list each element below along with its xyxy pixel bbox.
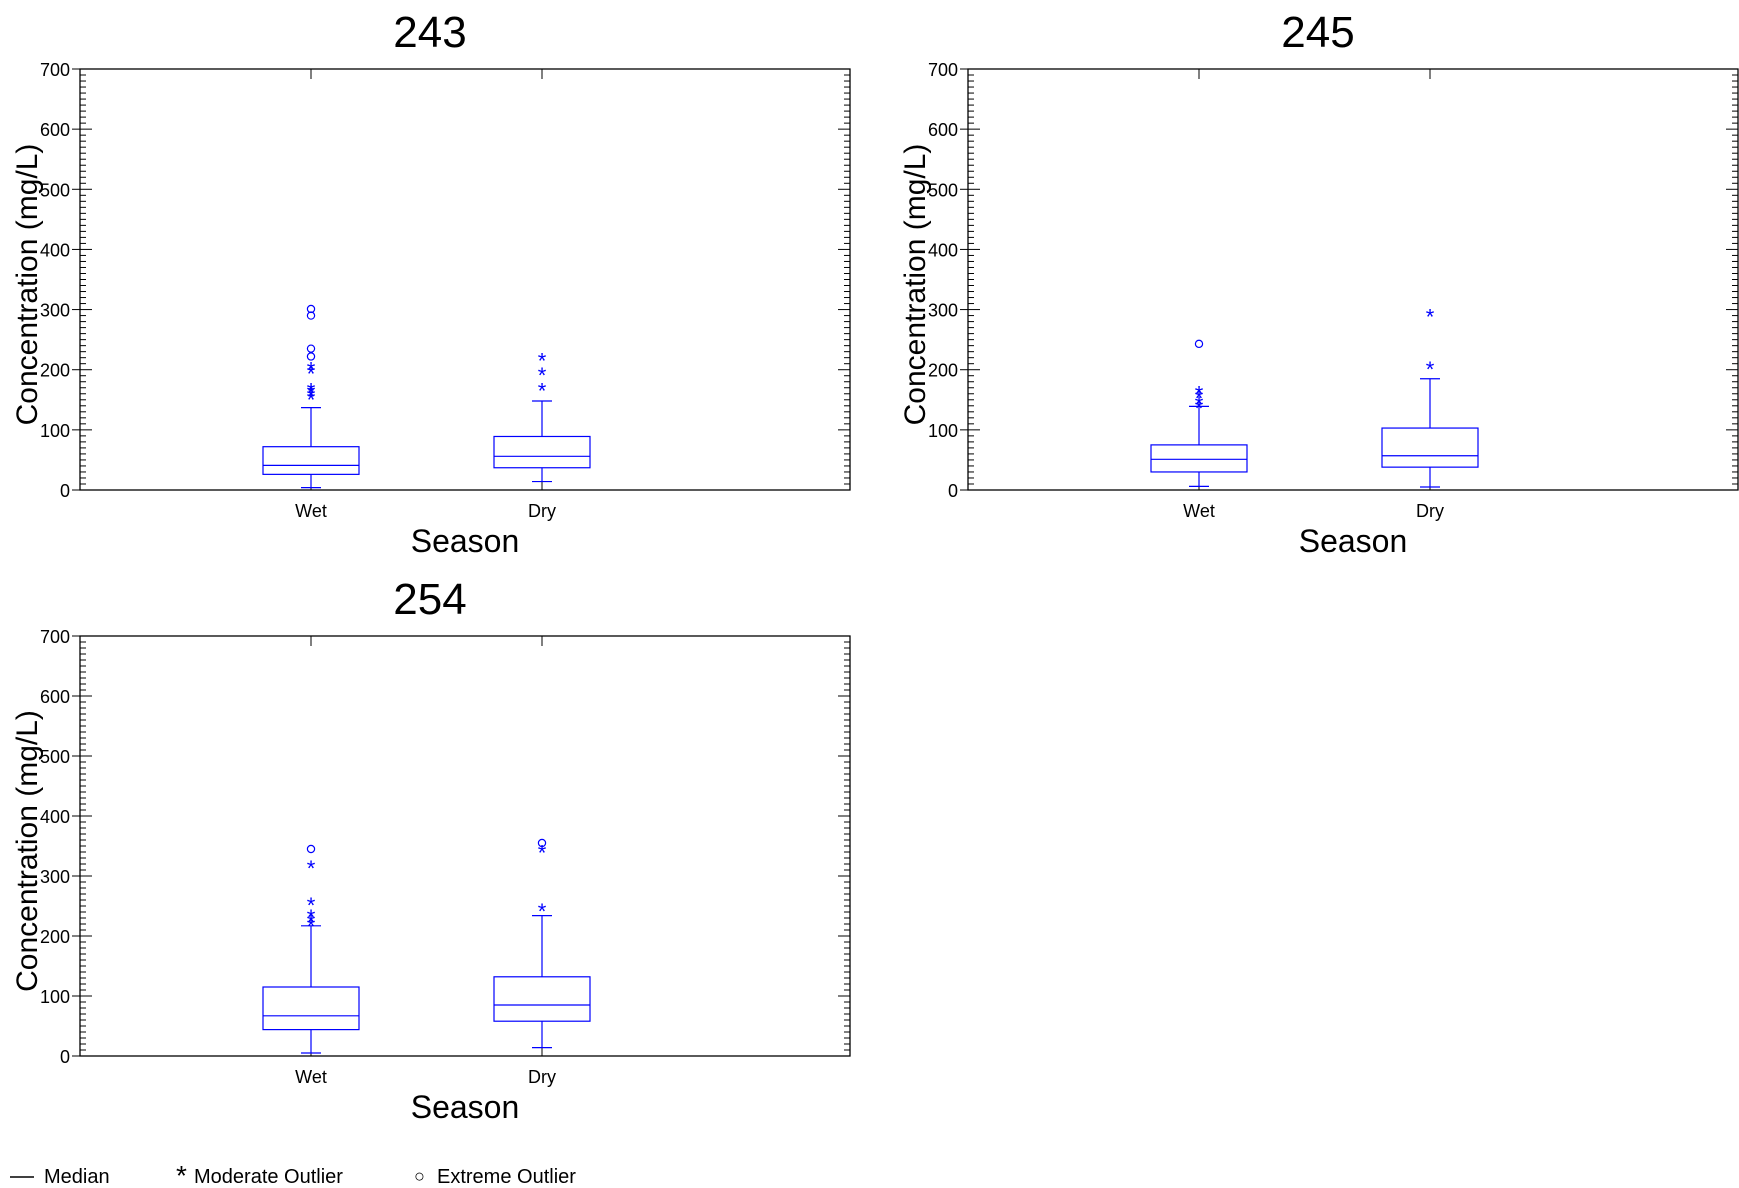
y-tick-label: 0 [948, 481, 958, 501]
y-tick-label: 200 [40, 927, 70, 947]
extreme-outlier [306, 352, 316, 361]
y-tick-label: 700 [928, 60, 958, 80]
moderate-outlier: * [307, 379, 316, 404]
moderate-outlier: * [307, 905, 316, 930]
box-wet: Wet **** [1150, 69, 1248, 521]
x-axis-label: Season [411, 523, 520, 559]
y-tick-label: 100 [928, 421, 958, 441]
y-tick-label: 700 [40, 60, 70, 80]
chart-panels: 243 0 100 200 300 400 500 600 700 Concentration (… [11, 8, 1739, 1125]
y-tick-label: 600 [40, 120, 70, 140]
x-tick-label: Wet [1183, 501, 1215, 521]
extreme-outlier [306, 344, 316, 353]
y-tick-label: 400 [928, 240, 958, 260]
moderate-outlier: * [307, 914, 316, 939]
y-tick-label: 200 [928, 361, 958, 381]
extreme-outlier [1194, 339, 1204, 349]
legend-extreme-symbol: ○ [414, 1166, 425, 1186]
y-tick-label: 0 [60, 1047, 70, 1067]
legend-extreme-label: Extreme Outlier [437, 1166, 576, 1188]
moderate-outlier: * [307, 362, 316, 387]
plot-frame [79, 635, 851, 1057]
chart-panel-243: 243 0 100 200 300 400 500 600 700 Concentration (… [11, 8, 851, 559]
y-tick-label: 100 [40, 421, 70, 441]
y-tick-label: 300 [40, 301, 70, 321]
y-tick-label: 400 [40, 807, 70, 827]
y-tick-label: 400 [40, 240, 70, 260]
box-iqr [262, 986, 360, 1031]
moderate-outlier: * [307, 381, 316, 406]
x-tick-label: Wet [295, 501, 327, 521]
moderate-outlier: * [307, 893, 316, 918]
moderate-outlier: * [1195, 392, 1204, 417]
moderate-outlier: * [1195, 382, 1204, 407]
y-axis-label: Concentration (mg/L) [899, 144, 932, 426]
y-tick-label: 500 [40, 747, 70, 767]
box-wet: Wet****** [262, 69, 360, 521]
extreme-outlier [306, 304, 316, 314]
box-wet: Wet***** [262, 636, 360, 1087]
moderate-outlier: * [1426, 305, 1435, 330]
plot-frame [967, 68, 1739, 491]
legend: Median * Moderate Outlier ○ Extreme Outl… [10, 1160, 576, 1188]
box-dry: Dry*** [493, 69, 591, 521]
y-tick-label: 700 [40, 627, 70, 647]
y-tick-label: 600 [40, 687, 70, 707]
x-tick-label: Dry [1416, 501, 1444, 521]
moderate-outlier: * [307, 910, 316, 935]
y-tick-label: 600 [928, 120, 958, 140]
extreme-outlier [306, 844, 316, 854]
extreme-outlier [537, 838, 547, 848]
moderate-outlier: * [307, 358, 316, 383]
x-axis-label: Season [411, 1089, 520, 1125]
chart-panel-254: 254 0 100 200 300 400 500 600 700 Concentration (… [11, 575, 851, 1125]
box-dry: Dry * * [493, 636, 591, 1087]
y-tick-label: 300 [928, 301, 958, 321]
y-tick-label: 500 [928, 180, 958, 200]
chart-panel-245: 245 0 100 200 300 400 500 600 700 Concentration (… [899, 8, 1739, 559]
x-tick-label: Wet [295, 1067, 327, 1087]
x-tick-label: Dry [528, 1067, 556, 1087]
box-iqr [1381, 427, 1479, 468]
y-tick-label: 200 [40, 361, 70, 381]
moderate-outlier: * [1426, 357, 1435, 382]
y-tick-label: 500 [40, 180, 70, 200]
panel-title: 245 [1281, 8, 1354, 57]
panel-title: 243 [393, 8, 466, 57]
y-axis-label: Concentration (mg/L) [11, 710, 44, 992]
moderate-outlier: * [307, 856, 316, 881]
box-iqr [493, 976, 591, 1022]
moderate-outlier: * [538, 363, 547, 388]
box-iqr [1150, 444, 1248, 473]
moderate-outlier: * [307, 385, 316, 410]
y-tick-label: 300 [40, 867, 70, 887]
y-axis-label: Concentration (mg/L) [11, 144, 44, 426]
legend-moderate-symbol: * [176, 1160, 187, 1188]
plot-frame [79, 68, 851, 491]
legend-moderate-label: Moderate Outlier [194, 1166, 343, 1188]
x-axis-label: Season [1299, 523, 1408, 559]
moderate-outlier: * [538, 348, 547, 373]
box-dry: Dry * * [1381, 69, 1479, 521]
box-iqr [262, 446, 360, 475]
moderate-outlier: * [538, 899, 547, 924]
moderate-outlier: * [1195, 386, 1204, 411]
moderate-outlier: * [307, 388, 316, 413]
y-tick-label: 100 [40, 987, 70, 1007]
box-iqr [493, 435, 591, 469]
panel-title: 254 [393, 575, 466, 624]
moderate-outlier: * [538, 840, 547, 865]
x-tick-label: Dry [528, 501, 556, 521]
moderate-outlier: * [538, 379, 547, 404]
legend-median-label: Median [44, 1166, 110, 1188]
moderate-outlier: * [1195, 396, 1204, 421]
y-tick-label: 0 [60, 481, 70, 501]
